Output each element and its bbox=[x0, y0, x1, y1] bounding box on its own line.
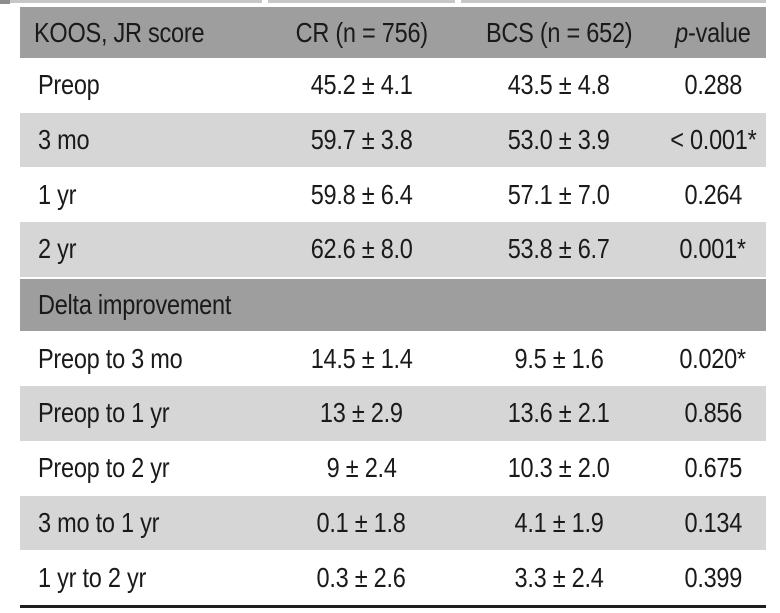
cr-value: 14.5 ± 1.4 bbox=[310, 342, 413, 374]
cropped-strip-segment bbox=[461, 0, 766, 3]
row-label: 2 yr bbox=[38, 233, 77, 265]
table-row-1yr-to-2yr: 1 yr to 2 yr 0.3 ± 2.6 3.3 ± 2.4 0.399 bbox=[20, 550, 766, 605]
table-row-preop-to-3mo: Preop to 3 mo 14.5 ± 1.4 9.5 ± 1.6 0.020… bbox=[20, 331, 766, 387]
koos-jr-score-table: KOOS, JR score CR (n = 756) BCS (n = 652… bbox=[20, 7, 766, 608]
p-value: 0.675 bbox=[684, 452, 742, 484]
p-value: 0.856 bbox=[684, 397, 742, 429]
bcs-value: 9.5 ± 1.6 bbox=[514, 342, 604, 374]
p-value: 0.020* bbox=[679, 342, 747, 374]
p-value: 0.134 bbox=[684, 506, 742, 538]
cr-value: 0.3 ± 2.6 bbox=[316, 561, 407, 593]
cropped-content-strip bbox=[0, 0, 780, 4]
bcs-value: 13.6 ± 2.1 bbox=[508, 397, 610, 429]
row-label: 3 mo bbox=[38, 124, 90, 156]
row-label: Preop to 1 yr bbox=[38, 397, 170, 429]
header-koos-jr-score: KOOS, JR score bbox=[34, 16, 205, 48]
table-row-1yr: 1 yr 59.8 ± 6.4 57.1 ± 7.0 0.264 bbox=[20, 167, 766, 223]
bcs-value: 10.3 ± 2.0 bbox=[508, 452, 610, 484]
table-row-2yr: 2 yr 62.6 ± 8.0 53.8 ± 6.7 0.001* bbox=[20, 222, 766, 277]
header-p-value: p-value bbox=[660, 16, 766, 48]
bcs-value: 4.1 ± 1.9 bbox=[514, 506, 604, 538]
p-value: 0.399 bbox=[684, 561, 742, 593]
cr-value: 59.7 ± 3.8 bbox=[310, 124, 413, 156]
section-header-delta-improvement: Delta improvement bbox=[20, 276, 766, 332]
cr-value: 45.2 ± 4.1 bbox=[310, 69, 413, 101]
table-row-preop-to-2yr: Preop to 2 yr 9 ± 2.4 10.3 ± 2.0 0.675 bbox=[20, 440, 766, 496]
p-value: < 0.001* bbox=[669, 124, 757, 156]
row-label: 3 mo to 1 yr bbox=[38, 506, 160, 538]
bcs-value: 53.8 ± 6.7 bbox=[508, 233, 610, 265]
p-value: 0.288 bbox=[684, 69, 742, 101]
cropped-strip-segment bbox=[0, 0, 10, 4]
header-cr-group: CR (n = 756) bbox=[295, 16, 428, 48]
bcs-value: 57.1 ± 7.0 bbox=[508, 178, 610, 210]
bcs-value: 53.0 ± 3.9 bbox=[508, 124, 610, 156]
p-value-italic-p: p bbox=[675, 16, 689, 48]
p-value-suffix: -value bbox=[688, 16, 751, 48]
cropped-strip-segment bbox=[268, 0, 455, 3]
cr-value: 13 ± 2.9 bbox=[320, 397, 403, 429]
row-label: 1 yr bbox=[38, 178, 77, 210]
p-value: 0.264 bbox=[684, 178, 742, 210]
section-label: Delta improvement bbox=[38, 289, 232, 321]
cr-value: 0.1 ± 1.8 bbox=[316, 506, 407, 538]
table-header-row: KOOS, JR score CR (n = 756) BCS (n = 652… bbox=[20, 7, 766, 58]
table-row-3mo-to-1yr: 3 mo to 1 yr 0.1 ± 1.8 4.1 ± 1.9 0.134 bbox=[20, 495, 766, 551]
row-label: Preop to 3 mo bbox=[38, 342, 183, 374]
row-label: 1 yr to 2 yr bbox=[38, 561, 147, 593]
cr-value: 9 ± 2.4 bbox=[326, 452, 397, 484]
header-bcs-group: BCS (n = 652) bbox=[485, 16, 633, 48]
cr-value: 59.8 ± 6.4 bbox=[310, 178, 413, 210]
bcs-value: 43.5 ± 4.8 bbox=[508, 69, 610, 101]
table-row-preop-to-1yr: Preop to 1 yr 13 ± 2.9 13.6 ± 2.1 0.856 bbox=[20, 386, 766, 441]
table-row-3mo: 3 mo 59.7 ± 3.8 53.0 ± 3.9 < 0.001* bbox=[20, 112, 766, 168]
bcs-value: 3.3 ± 2.4 bbox=[514, 561, 604, 593]
row-label: Preop to 2 yr bbox=[38, 452, 170, 484]
p-value: 0.001* bbox=[679, 233, 747, 265]
cropped-strip-segment bbox=[10, 0, 262, 3]
table-row-preop: Preop 45.2 ± 4.1 43.5 ± 4.8 0.288 bbox=[20, 58, 766, 113]
row-label: Preop bbox=[38, 69, 100, 101]
cr-value: 62.6 ± 8.0 bbox=[310, 233, 413, 265]
